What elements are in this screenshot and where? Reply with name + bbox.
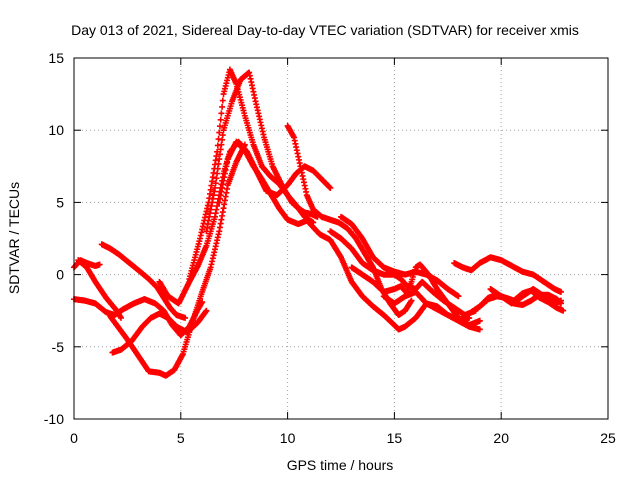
data-points: [71, 66, 567, 379]
series-track-16: [380, 288, 483, 333]
series-track-20: [487, 286, 565, 307]
x-axis-label: GPS time / hours: [287, 457, 394, 473]
data-point: [214, 142, 221, 149]
data-point: [219, 103, 226, 110]
data-point: [455, 293, 462, 300]
tick-labels: 0 5 10 15 20 25 -10 -5 0 5 10 15: [44, 50, 616, 446]
x-tick-label: 20: [493, 430, 509, 446]
series-track-15: [348, 261, 483, 329]
data-point: [219, 97, 226, 104]
data-point: [560, 307, 567, 314]
data-point: [117, 314, 124, 321]
x-tick-label: 25: [600, 430, 616, 446]
data-point: [558, 297, 565, 304]
data-point: [216, 123, 223, 130]
data-point: [217, 116, 224, 123]
data-point: [408, 297, 415, 304]
data-point: [558, 288, 565, 295]
y-tick-label: 15: [48, 50, 64, 66]
data-point: [182, 314, 189, 321]
x-tick-label: 0: [70, 430, 78, 446]
y-tick-label: -10: [44, 411, 64, 427]
data-point: [476, 326, 483, 333]
series-track-6: [107, 141, 248, 379]
data-point: [96, 261, 103, 268]
y-tick-label: 10: [48, 122, 64, 138]
data-point: [216, 129, 223, 136]
data-point: [476, 317, 483, 324]
series-track-10: [216, 138, 312, 228]
grid: [74, 58, 608, 419]
series-track-17: [451, 254, 565, 295]
data-point: [327, 184, 334, 191]
data-point: [215, 136, 222, 143]
y-tick-label: 0: [56, 267, 64, 283]
series-track-4: [98, 241, 189, 321]
y-axis-label: SDTVAR / TECUs: [6, 182, 22, 294]
series-track-3: [75, 257, 124, 321]
y-tick-label: 5: [56, 194, 64, 210]
plot-frame: [73, 57, 609, 420]
y-tick-label: -5: [52, 339, 65, 355]
series-track-9: [203, 69, 321, 235]
chart-title: Day 013 of 2021, Sidereal Day-to-day VTE…: [71, 22, 579, 38]
x-tick-label: 10: [280, 430, 296, 446]
x-tick-label: 5: [177, 430, 185, 446]
x-tick-label: 15: [387, 430, 403, 446]
data-point: [218, 110, 225, 117]
data-point: [203, 307, 210, 314]
axis-ticks: [73, 57, 609, 420]
